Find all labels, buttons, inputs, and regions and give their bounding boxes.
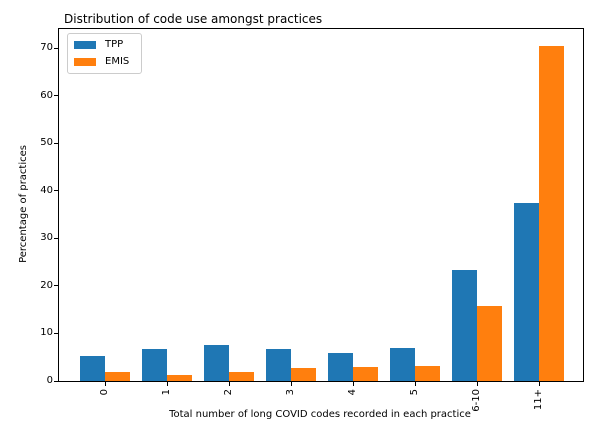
x-tick <box>228 382 230 386</box>
bar-emis <box>167 374 192 381</box>
bar-emis <box>415 366 440 381</box>
y-tick-label: 70 <box>40 42 53 54</box>
bar-tpp <box>390 347 415 381</box>
bar-emis <box>477 305 502 381</box>
y-tick <box>54 47 58 49</box>
x-tick <box>538 382 540 386</box>
y-tick-label: 10 <box>40 327 53 339</box>
y-tick-label: 40 <box>40 184 53 196</box>
bar-tpp <box>452 270 477 381</box>
x-tick <box>104 382 106 386</box>
y-tick <box>54 190 58 192</box>
x-tick-label: 2 <box>223 389 234 396</box>
x-tick-label: 4 <box>347 389 358 396</box>
y-tick-label: 20 <box>40 279 53 291</box>
x-tick <box>166 382 168 386</box>
y-tick-label: 0 <box>46 375 53 386</box>
y-tick-label: 60 <box>40 89 53 101</box>
x-tick <box>414 382 416 386</box>
bar-emis <box>291 367 316 381</box>
y-tick <box>54 237 58 239</box>
x-tick-label: 5 <box>409 389 420 396</box>
x-tick <box>476 382 478 386</box>
legend-item-tpp: TPP <box>74 39 129 51</box>
bar-tpp <box>80 355 105 381</box>
x-tick-label: 0 <box>99 389 110 396</box>
y-tick-label: 50 <box>40 137 53 149</box>
plot-area: TPP EMIS 0 10 20 30 40 50 60 70 0 1 2 3 4 5 6-10 11+ <box>40 28 584 412</box>
y-tick <box>54 380 58 382</box>
x-tick-label: 1 <box>161 389 172 396</box>
x-tick <box>352 382 354 386</box>
y-tick <box>54 332 58 334</box>
legend-label-tpp: TPP <box>105 39 124 50</box>
bar-emis <box>539 46 564 381</box>
y-tick <box>54 142 58 144</box>
x-axis-label: Total number of long COVID codes recorde… <box>169 409 471 420</box>
legend-item-emis: EMIS <box>74 56 129 68</box>
bar-emis <box>353 367 378 381</box>
bar-tpp <box>514 202 539 381</box>
y-tick <box>54 285 58 287</box>
bar-tpp <box>328 352 353 381</box>
legend-label-emis: EMIS <box>105 56 130 67</box>
legend-swatch-emis <box>74 58 96 66</box>
chart-title: Distribution of code use amongst practic… <box>64 12 323 26</box>
x-tick <box>290 382 292 386</box>
legend: TPP EMIS <box>67 33 143 74</box>
bar-tpp <box>266 348 291 381</box>
y-axis-label: Percentage of practices <box>17 145 29 263</box>
bar-emis <box>105 371 130 381</box>
y-tick <box>54 95 58 97</box>
bar-tpp <box>204 345 229 381</box>
bar-emis <box>229 371 254 381</box>
bar-tpp <box>142 348 167 381</box>
x-tick-label: 3 <box>285 389 296 396</box>
y-tick-label: 30 <box>40 232 53 244</box>
legend-swatch-tpp <box>74 41 96 49</box>
x-tick-label: 11+ <box>533 389 544 411</box>
